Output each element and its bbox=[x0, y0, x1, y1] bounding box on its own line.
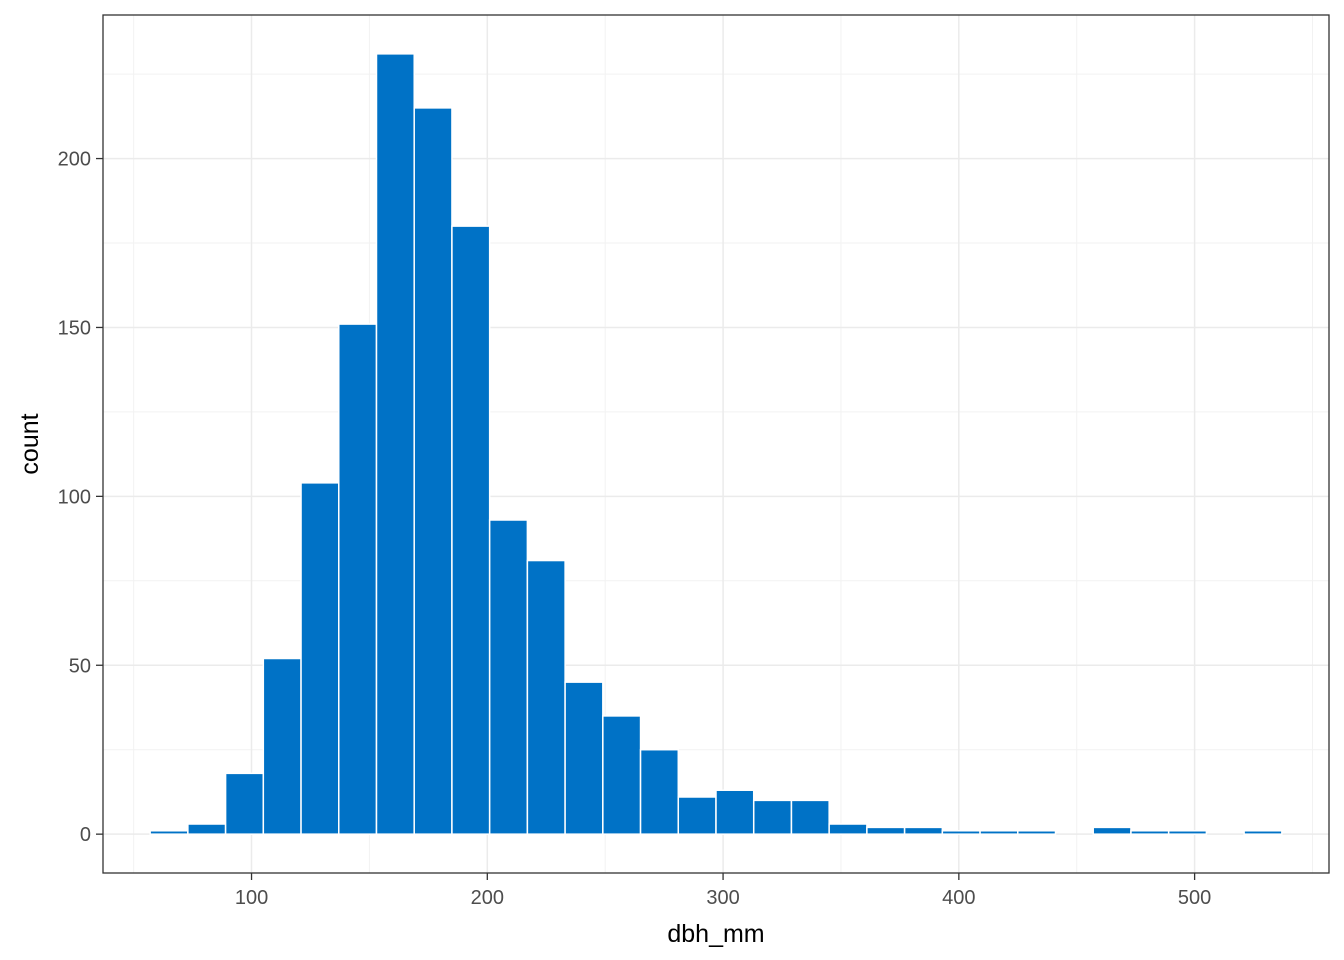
histogram-bar bbox=[1167, 830, 1208, 835]
histogram-bar bbox=[187, 823, 227, 835]
histogram-bar bbox=[1092, 826, 1132, 835]
histogram-bar bbox=[903, 826, 944, 835]
histogram-bar bbox=[1243, 830, 1283, 835]
histogram-bar bbox=[300, 482, 340, 835]
histogram-bar bbox=[149, 830, 189, 835]
histogram-bar bbox=[828, 823, 868, 835]
y-tick-label: 50 bbox=[69, 655, 91, 677]
histogram-bar bbox=[1017, 830, 1057, 835]
histogram-bar bbox=[526, 559, 566, 835]
x-tick-label: 200 bbox=[471, 887, 504, 909]
histogram-bar bbox=[564, 681, 604, 835]
histogram-bar bbox=[677, 796, 717, 835]
histogram-bar bbox=[413, 107, 453, 835]
histogram-bar bbox=[866, 826, 906, 835]
axis-ticks: 100 200 300 400 500 0 50 100 150 200 bbox=[58, 149, 1212, 909]
histogram-bar bbox=[790, 799, 830, 835]
histogram-bar bbox=[639, 748, 680, 835]
histogram-bar bbox=[338, 323, 378, 835]
plot-panel-border bbox=[102, 14, 1330, 874]
x-tick-label: 100 bbox=[235, 887, 268, 909]
histogram-bar bbox=[375, 53, 415, 835]
y-tick-label: 200 bbox=[58, 149, 91, 171]
y-tick-label: 100 bbox=[58, 486, 91, 508]
y-axis-title: count bbox=[16, 413, 44, 474]
histogram-bar bbox=[262, 657, 302, 835]
histogram-bar bbox=[602, 715, 642, 835]
histogram-bar bbox=[715, 789, 755, 835]
histogram-bar bbox=[488, 519, 529, 835]
y-tick-label: 150 bbox=[58, 317, 91, 339]
histogram-bar bbox=[979, 830, 1019, 835]
histogram-bar bbox=[752, 799, 793, 835]
x-axis-title: dbh_mm bbox=[667, 920, 764, 948]
y-tick-label: 0 bbox=[80, 824, 91, 846]
histogram-bar bbox=[941, 830, 981, 835]
histogram-bars bbox=[149, 53, 1283, 835]
histogram-bar bbox=[224, 772, 265, 835]
x-tick-label: 300 bbox=[706, 887, 739, 909]
x-tick-label: 500 bbox=[1178, 887, 1211, 909]
histogram-bar bbox=[1130, 830, 1170, 835]
x-tick-label: 400 bbox=[942, 887, 975, 909]
histogram-bar bbox=[451, 225, 491, 835]
